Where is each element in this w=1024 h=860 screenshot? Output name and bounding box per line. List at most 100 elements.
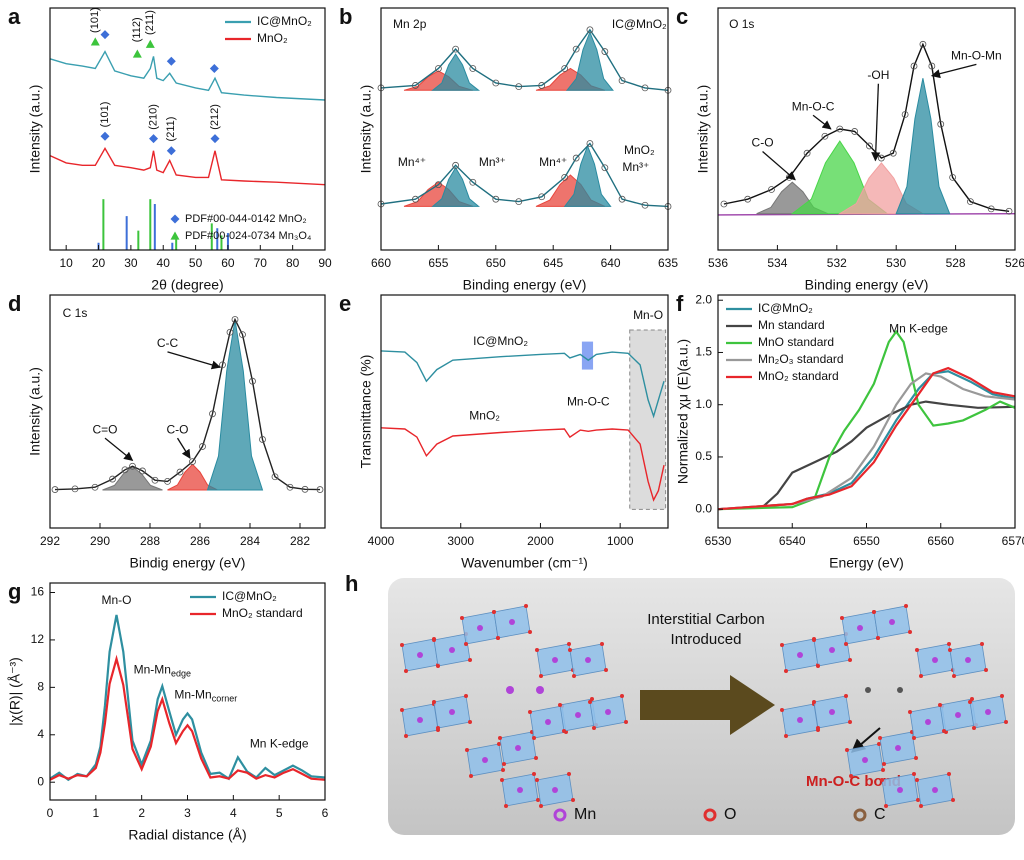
x-tick-label: 650 [486, 256, 506, 270]
fitted-peak [565, 30, 614, 91]
y-tick-label: 4 [37, 727, 44, 741]
spectrum-line [380, 142, 669, 208]
spectrum-line [380, 28, 669, 91]
data-point [469, 178, 477, 186]
o-atom [590, 697, 594, 701]
x-tick-label: 10 [59, 256, 73, 270]
annotation: (212) [209, 104, 221, 130]
peak-marker [90, 37, 100, 46]
y-axis-label: Normalized χμ (E)(a.u.) [675, 339, 691, 484]
annotation: Mn K-edge [250, 736, 309, 750]
x-tick-label: 40 [157, 256, 171, 270]
data-point [164, 477, 171, 485]
o-atom [816, 664, 820, 668]
data-point [641, 201, 649, 209]
data-point [515, 198, 523, 206]
annotation-text: Mn-Mn [134, 663, 171, 677]
annotation: (210) [147, 104, 159, 130]
data-point [109, 475, 116, 483]
x-tick-label: 6 [322, 806, 329, 820]
mn-atom [829, 647, 835, 653]
mn-atom [925, 719, 931, 725]
o-atom [592, 726, 596, 730]
data-point [538, 82, 546, 89]
o-atom [872, 610, 876, 614]
peak-marker [100, 30, 110, 40]
peak-marker [145, 39, 155, 48]
mn-atom [545, 719, 551, 725]
mn-atom [515, 745, 521, 751]
o-atom [432, 700, 436, 704]
spectrum-line [49, 146, 326, 186]
x-axis-label: Radial distance (Å) [128, 827, 246, 843]
data-point [919, 40, 927, 48]
data-point [586, 140, 594, 147]
data-point [618, 195, 626, 203]
x-tick-label: 6540 [779, 534, 806, 548]
y-tick-label: 0 [37, 774, 44, 788]
o-atom [600, 642, 604, 646]
o-atom [952, 674, 956, 678]
panel-letter: f [676, 291, 684, 316]
x-tick-label: 20 [92, 256, 106, 270]
data-point [910, 62, 918, 70]
o-atom [497, 742, 501, 746]
annotation: Mn K-edge [889, 322, 948, 336]
o-atom [468, 658, 472, 662]
annotation: (101) [99, 102, 111, 128]
spectrum-line [717, 372, 1016, 511]
o-atom [984, 668, 988, 672]
o-atom [904, 604, 908, 608]
plot-frame [49, 7, 326, 251]
legend-label: MnO₂ [257, 31, 288, 45]
data-point [949, 173, 957, 181]
data-point [259, 436, 266, 443]
x-tick-label: 526 [1005, 256, 1024, 270]
o-atom [784, 734, 788, 738]
annotation: IC@MnO₂ [473, 334, 528, 348]
plot-frame [49, 294, 326, 529]
data-point [469, 65, 477, 72]
arrow-text: Introduced [671, 631, 742, 648]
o-atom [465, 748, 469, 752]
o-atom [876, 636, 880, 640]
plot-frame [380, 7, 669, 251]
x-axis-label: Bindig energy (eV) [130, 555, 246, 571]
data-point [129, 462, 136, 470]
legend-dot [703, 808, 717, 822]
mn-atom [829, 709, 835, 715]
data-point [720, 200, 728, 208]
y-tick-label: 1.0 [695, 397, 712, 411]
spectrum-line [717, 400, 1016, 511]
o-atom [558, 703, 562, 707]
mn-atom [932, 787, 938, 793]
legend-label: IC@MnO₂ [758, 301, 813, 315]
data-point [492, 195, 500, 203]
o-atom [877, 742, 881, 746]
legend-label: PDF#00-024-0734 Mn₃O₄ [185, 230, 312, 242]
y-axis-label: Intensity (a.u.) [27, 85, 43, 174]
mn-atom [897, 787, 903, 793]
annotation: MnO₂ [469, 408, 500, 422]
x-tick-label: 532 [827, 256, 847, 270]
o-atom [912, 736, 916, 740]
legend-label: MnO₂ standard [758, 369, 839, 383]
mn-atom [797, 717, 803, 723]
data-point [231, 316, 239, 323]
o-atom [624, 720, 628, 724]
y-tick-label: 16 [31, 585, 45, 599]
data-point [836, 125, 844, 133]
annotation-arrow [812, 114, 832, 130]
spectrum-line [49, 614, 326, 782]
x-tick-label: 282 [290, 534, 310, 548]
o-atom [502, 762, 506, 766]
data-point [937, 120, 945, 128]
o-atom [436, 664, 440, 668]
o-atom [884, 804, 888, 808]
o-atom [536, 798, 540, 802]
o-atom [908, 630, 912, 634]
o-atom [915, 778, 919, 782]
annotation: Mn-O [633, 308, 663, 322]
y-tick-label: 1.5 [695, 345, 712, 359]
